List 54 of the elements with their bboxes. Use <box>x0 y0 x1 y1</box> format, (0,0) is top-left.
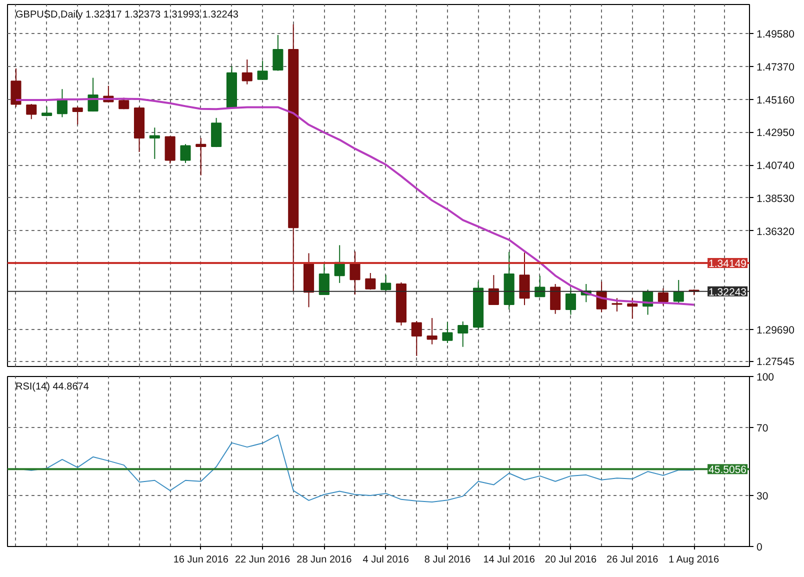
ref-line-label: 1.34149 <box>708 258 747 270</box>
candlestick <box>272 34 284 72</box>
candlestick <box>72 106 83 125</box>
candlestick <box>196 138 206 176</box>
x-tick-label: 26 Jul 2016 <box>606 554 659 566</box>
candlestick <box>42 106 52 117</box>
candlestick <box>164 136 176 164</box>
ref-line-label: 45.5056 <box>708 464 747 476</box>
x-tick-label: 14 Jul 2016 <box>483 554 536 566</box>
candlestick <box>211 117 222 148</box>
y-tick-label: 1.45160 <box>756 94 795 106</box>
candlestick <box>365 272 376 290</box>
candlestick <box>10 68 22 108</box>
y-tick-label: 1.27545 <box>756 356 795 368</box>
y-tick-label: 100 <box>756 372 774 384</box>
x-tick-label: 16 Jun 2016 <box>173 554 229 566</box>
candlestick <box>350 250 360 296</box>
ref-line-label: 1.32243 <box>708 286 747 298</box>
candlestick <box>257 60 268 81</box>
candlestick <box>488 274 499 306</box>
candlestick <box>180 144 191 164</box>
y-tick-label: 70 <box>756 422 768 434</box>
y-tick-label: 0 <box>756 542 762 554</box>
candlestick <box>380 274 392 292</box>
x-tick-label: 4 Jul 2016 <box>362 554 410 566</box>
candlestick <box>149 127 160 160</box>
x-tick-label: 28 Jun 2016 <box>296 554 352 566</box>
y-tick-label: 1.40740 <box>756 160 795 172</box>
candlestick <box>26 103 37 120</box>
candlestick <box>318 262 330 296</box>
candlestick <box>411 320 422 356</box>
y-tick-label: 1.49580 <box>756 28 795 41</box>
x-tick-label: 22 Jun 2016 <box>235 554 290 566</box>
candlestick <box>612 298 622 312</box>
candlestick <box>565 288 576 316</box>
y-tick-label: 1.29690 <box>756 324 795 336</box>
y-tick-label: 1.36320 <box>756 226 795 238</box>
candlestick <box>550 283 561 314</box>
candlestick <box>426 318 438 345</box>
candlestick <box>442 322 453 344</box>
candlestick <box>519 252 530 306</box>
x-tick-label: 8 Jul 2016 <box>424 554 471 566</box>
y-tick-label: 1.42950 <box>756 127 795 140</box>
y-tick-label: 1.38530 <box>756 192 795 205</box>
candlestick <box>627 298 638 320</box>
text: GBPUSD,Daily 1.32317 1.32373 1.31993 1.32243 <box>16 10 239 20</box>
candlestick <box>242 59 252 85</box>
candlestick <box>658 288 668 306</box>
y-tick-label: 1.47370 <box>756 61 795 74</box>
y-tick-label: 30 <box>756 490 768 502</box>
x-tick-label: 20 Jul 2016 <box>544 554 598 566</box>
x-tick-label: 1 Aug 2016 <box>668 554 720 566</box>
text: RSI(14) 44.8674 <box>16 382 90 392</box>
candlestick <box>458 320 468 348</box>
